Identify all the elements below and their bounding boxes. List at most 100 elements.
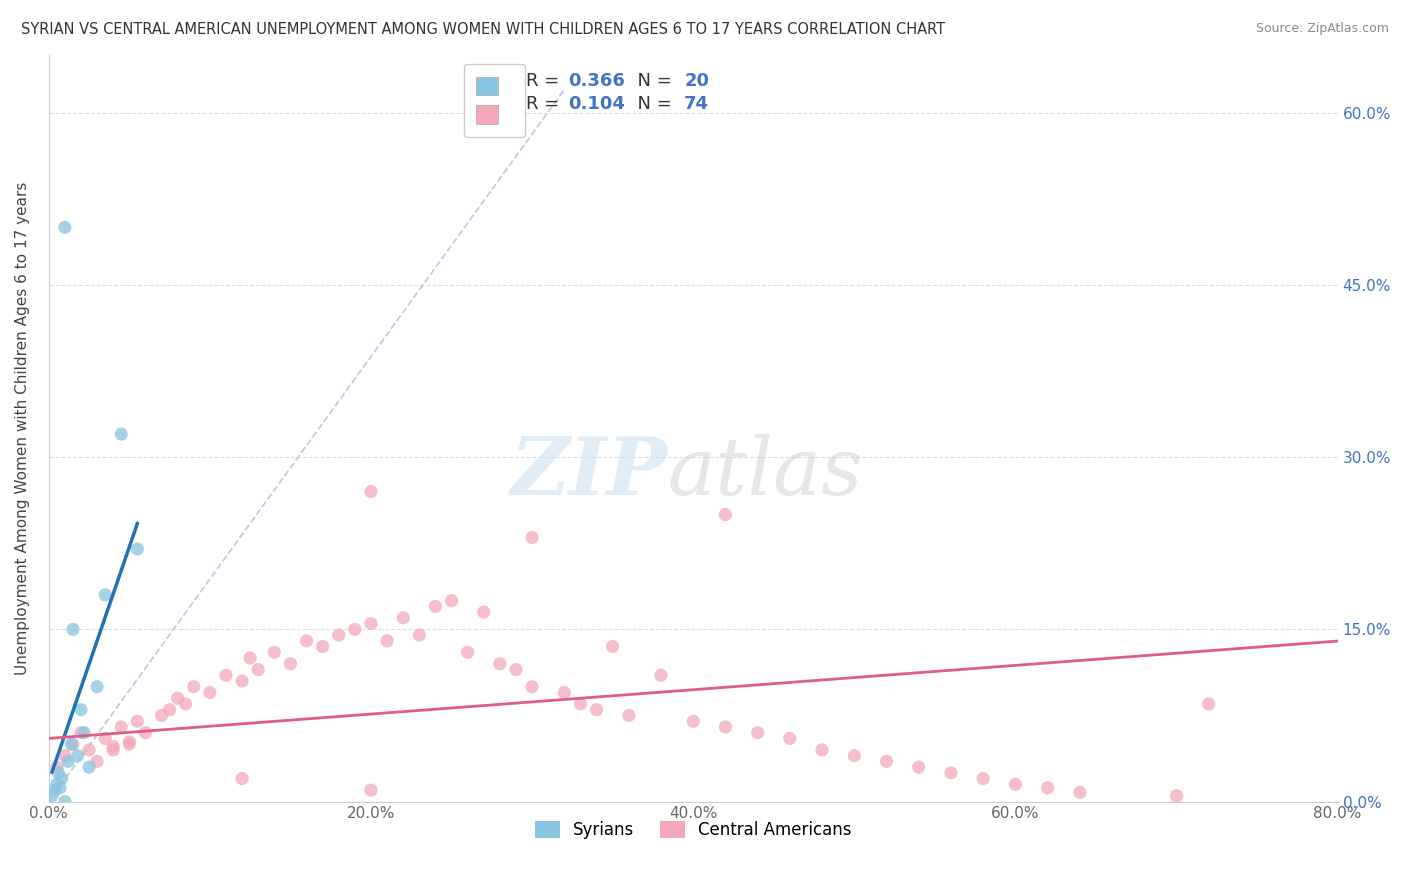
- Point: [118, 737, 141, 751]
- Point: [77, 760, 100, 774]
- Point: [360, 783, 382, 797]
- Point: [1004, 777, 1026, 791]
- Point: [70, 725, 93, 739]
- Point: [585, 703, 607, 717]
- Point: [150, 823, 173, 838]
- Point: [53, 220, 76, 235]
- Point: [159, 703, 181, 717]
- Point: [73, 725, 96, 739]
- Point: [198, 685, 221, 699]
- Point: [489, 657, 512, 671]
- Y-axis label: Unemployment Among Women with Children Ages 6 to 17 years: Unemployment Among Women with Children A…: [15, 182, 30, 675]
- Point: [1166, 789, 1188, 803]
- Point: [86, 755, 108, 769]
- Point: [231, 772, 253, 786]
- Point: [425, 599, 447, 614]
- Point: [174, 697, 197, 711]
- Text: N =: N =: [626, 72, 678, 90]
- Point: [295, 633, 318, 648]
- Point: [103, 743, 125, 757]
- Point: [70, 703, 93, 717]
- Point: [110, 427, 132, 442]
- Point: [1198, 697, 1220, 711]
- Point: [110, 720, 132, 734]
- Point: [198, 812, 221, 826]
- Point: [569, 697, 592, 711]
- Point: [127, 541, 149, 556]
- Point: [94, 588, 117, 602]
- Point: [844, 748, 866, 763]
- Point: [553, 685, 575, 699]
- Point: [86, 680, 108, 694]
- Point: [939, 765, 962, 780]
- Point: [602, 640, 624, 654]
- Point: [62, 623, 84, 637]
- Point: [682, 714, 704, 729]
- Point: [714, 720, 737, 734]
- Point: [360, 484, 382, 499]
- Point: [44, 783, 66, 797]
- Point: [166, 806, 188, 821]
- Point: [360, 616, 382, 631]
- Point: [1069, 785, 1091, 799]
- Point: [520, 680, 543, 694]
- Point: [118, 829, 141, 843]
- Text: N =: N =: [626, 95, 678, 112]
- Point: [343, 623, 366, 637]
- Point: [328, 628, 350, 642]
- Text: R =: R =: [526, 72, 565, 90]
- Point: [45, 760, 67, 774]
- Text: 74: 74: [685, 95, 709, 112]
- Point: [48, 765, 70, 780]
- Point: [311, 640, 333, 654]
- Point: [62, 737, 84, 751]
- Point: [77, 743, 100, 757]
- Point: [49, 780, 72, 795]
- Point: [70, 817, 93, 831]
- Point: [231, 673, 253, 688]
- Text: atlas: atlas: [668, 434, 863, 512]
- Text: SYRIAN VS CENTRAL AMERICAN UNEMPLOYMENT AMONG WOMEN WITH CHILDREN AGES 6 TO 17 Y: SYRIAN VS CENTRAL AMERICAN UNEMPLOYMENT …: [21, 22, 945, 37]
- Point: [127, 714, 149, 729]
- Point: [183, 680, 205, 694]
- Text: 20: 20: [685, 72, 709, 90]
- Point: [650, 668, 672, 682]
- Point: [907, 760, 929, 774]
- Point: [66, 748, 89, 763]
- Point: [505, 663, 527, 677]
- Point: [56, 755, 79, 769]
- Point: [134, 725, 156, 739]
- Text: Source: ZipAtlas.com: Source: ZipAtlas.com: [1256, 22, 1389, 36]
- Legend: Syrians, Central Americans: Syrians, Central Americans: [529, 814, 858, 846]
- Point: [166, 691, 188, 706]
- Point: [1036, 780, 1059, 795]
- Point: [118, 735, 141, 749]
- Point: [811, 743, 834, 757]
- Point: [60, 737, 83, 751]
- Point: [239, 651, 262, 665]
- Point: [408, 628, 430, 642]
- Point: [51, 772, 73, 786]
- Point: [103, 739, 125, 754]
- Point: [263, 645, 285, 659]
- Point: [94, 731, 117, 746]
- Point: [280, 817, 302, 831]
- Point: [876, 755, 898, 769]
- Point: [472, 605, 495, 619]
- Point: [972, 772, 994, 786]
- Text: R =: R =: [526, 95, 565, 112]
- Point: [215, 668, 238, 682]
- Point: [247, 663, 270, 677]
- Point: [280, 657, 302, 671]
- Point: [714, 508, 737, 522]
- Point: [779, 731, 801, 746]
- Point: [53, 748, 76, 763]
- Point: [747, 725, 769, 739]
- Text: ZIP: ZIP: [510, 434, 668, 512]
- Point: [440, 593, 463, 607]
- Point: [457, 645, 479, 659]
- Text: 0.104: 0.104: [568, 95, 626, 112]
- Point: [150, 708, 173, 723]
- Point: [53, 795, 76, 809]
- Point: [392, 611, 415, 625]
